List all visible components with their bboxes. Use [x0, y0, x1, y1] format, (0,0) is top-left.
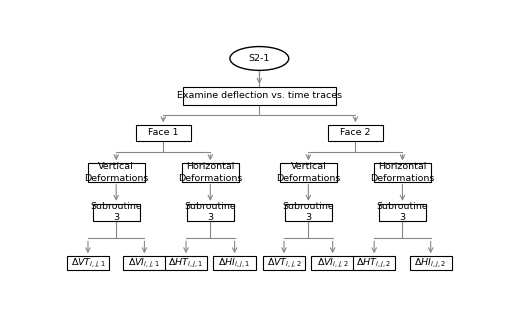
FancyBboxPatch shape: [327, 125, 382, 140]
FancyBboxPatch shape: [182, 87, 335, 105]
Text: $\Delta VI_{i,j,1}$: $\Delta VI_{i,j,1}$: [128, 257, 160, 270]
FancyBboxPatch shape: [409, 256, 451, 270]
Text: Vertical
Deformations: Vertical Deformations: [84, 163, 148, 183]
Text: Face 2: Face 2: [339, 128, 370, 137]
FancyBboxPatch shape: [181, 163, 238, 182]
FancyBboxPatch shape: [262, 256, 305, 270]
Text: Subroutine
3: Subroutine 3: [184, 202, 236, 222]
Text: Horizontal
Deformations: Horizontal Deformations: [178, 163, 242, 183]
Text: Subroutine
3: Subroutine 3: [90, 202, 142, 222]
Text: $\Delta HT_{i,j,1}$: $\Delta HT_{i,j,1}$: [168, 257, 204, 270]
Text: Horizontal
Deformations: Horizontal Deformations: [370, 163, 434, 183]
FancyBboxPatch shape: [92, 204, 139, 221]
Text: Face 1: Face 1: [147, 128, 178, 137]
Text: S2-1: S2-1: [248, 54, 270, 63]
FancyBboxPatch shape: [213, 256, 256, 270]
Ellipse shape: [229, 47, 288, 71]
FancyBboxPatch shape: [67, 256, 109, 270]
FancyBboxPatch shape: [284, 204, 331, 221]
Text: $\Delta VI_{i,j,2}$: $\Delta VI_{i,j,2}$: [316, 257, 348, 270]
FancyBboxPatch shape: [123, 256, 165, 270]
Text: Subroutine
3: Subroutine 3: [376, 202, 428, 222]
Text: Vertical
Deformations: Vertical Deformations: [276, 163, 340, 183]
Text: $\Delta HT_{i,j,2}$: $\Delta HT_{i,j,2}$: [356, 257, 391, 270]
FancyBboxPatch shape: [279, 163, 336, 182]
Text: $\Delta VT_{i,j,1}$: $\Delta VT_{i,j,1}$: [70, 257, 105, 270]
Text: Subroutine
3: Subroutine 3: [282, 202, 334, 222]
Text: Examine deflection vs. time traces: Examine deflection vs. time traces: [176, 91, 341, 100]
FancyBboxPatch shape: [165, 256, 207, 270]
FancyBboxPatch shape: [311, 256, 353, 270]
FancyBboxPatch shape: [373, 163, 430, 182]
Text: $\Delta HI_{i,j,1}$: $\Delta HI_{i,j,1}$: [218, 257, 250, 270]
FancyBboxPatch shape: [87, 163, 144, 182]
FancyBboxPatch shape: [186, 204, 233, 221]
Text: $\Delta HI_{i,j,2}$: $\Delta HI_{i,j,2}$: [414, 257, 446, 270]
FancyBboxPatch shape: [135, 125, 190, 140]
FancyBboxPatch shape: [352, 256, 394, 270]
Text: $\Delta VT_{i,j,2}$: $\Delta VT_{i,j,2}$: [266, 257, 301, 270]
FancyBboxPatch shape: [378, 204, 425, 221]
